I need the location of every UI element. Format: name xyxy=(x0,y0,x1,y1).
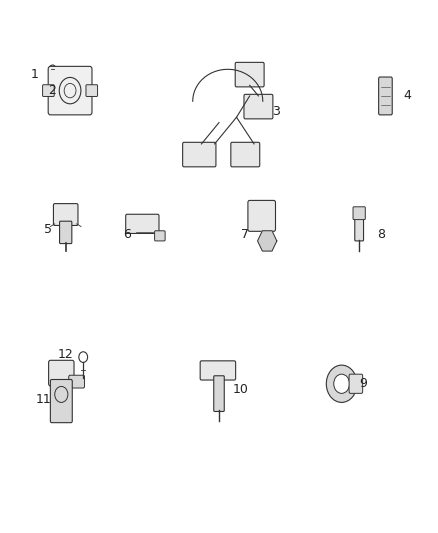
Text: 6: 6 xyxy=(123,228,131,241)
Polygon shape xyxy=(258,231,277,251)
Text: 5: 5 xyxy=(44,223,52,236)
FancyBboxPatch shape xyxy=(48,67,92,115)
FancyBboxPatch shape xyxy=(244,94,273,119)
FancyBboxPatch shape xyxy=(378,77,392,115)
Text: 11: 11 xyxy=(36,393,52,406)
FancyBboxPatch shape xyxy=(69,375,85,388)
Text: 4: 4 xyxy=(403,90,411,102)
FancyBboxPatch shape xyxy=(42,85,54,96)
Text: 3: 3 xyxy=(272,106,280,118)
Text: 7: 7 xyxy=(241,228,249,241)
FancyBboxPatch shape xyxy=(50,379,72,423)
Text: 10: 10 xyxy=(233,383,249,395)
Text: 2: 2 xyxy=(49,84,57,97)
Text: 8: 8 xyxy=(377,228,385,241)
FancyBboxPatch shape xyxy=(60,221,72,244)
Text: 9: 9 xyxy=(360,377,367,390)
FancyBboxPatch shape xyxy=(353,207,365,220)
FancyBboxPatch shape xyxy=(200,361,236,380)
FancyBboxPatch shape xyxy=(183,142,216,167)
Text: 1: 1 xyxy=(31,68,39,81)
Text: 12: 12 xyxy=(58,348,74,361)
FancyBboxPatch shape xyxy=(49,360,74,386)
FancyBboxPatch shape xyxy=(235,62,264,87)
FancyBboxPatch shape xyxy=(155,231,165,241)
FancyBboxPatch shape xyxy=(355,217,364,241)
FancyBboxPatch shape xyxy=(53,204,78,225)
FancyBboxPatch shape xyxy=(349,374,363,393)
FancyBboxPatch shape xyxy=(231,142,260,167)
FancyBboxPatch shape xyxy=(126,214,159,233)
FancyBboxPatch shape xyxy=(248,200,276,231)
FancyBboxPatch shape xyxy=(86,85,98,96)
Circle shape xyxy=(334,374,350,393)
FancyBboxPatch shape xyxy=(214,376,224,411)
Circle shape xyxy=(326,365,357,402)
